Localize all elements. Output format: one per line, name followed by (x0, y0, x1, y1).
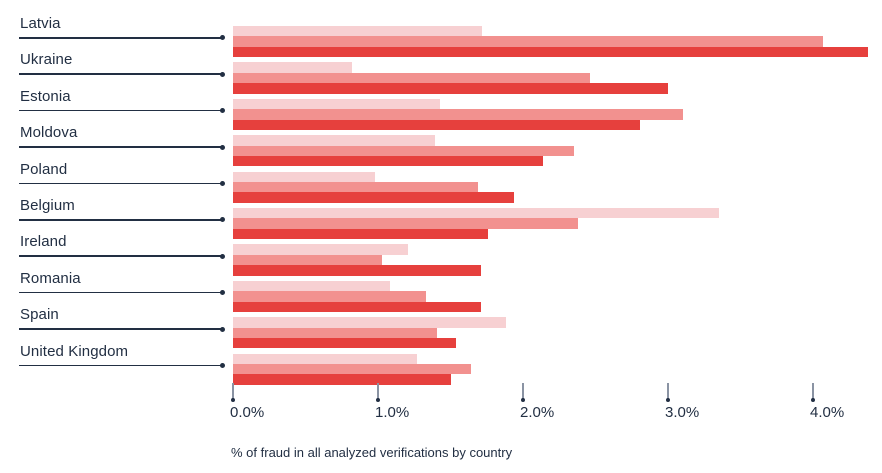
leader-line-dot (219, 35, 225, 41)
bar-series-3-dark (233, 83, 668, 94)
category-leader-line (19, 291, 223, 294)
axis-tick-label: 3.0% (665, 404, 700, 421)
bar-series-1-light (233, 26, 483, 37)
category-leader-line (19, 255, 223, 257)
leader-line-dot (219, 362, 225, 368)
leader-line-dot (219, 290, 225, 296)
category-leader-line (19, 146, 223, 148)
bar-series-3-dark (233, 119, 641, 130)
category-leader-line (19, 37, 223, 39)
bar-series-1-light (233, 171, 376, 182)
bar-series-1-light (233, 98, 441, 110)
bar-series-2-medium (233, 182, 479, 193)
category-label: Latvia (20, 15, 61, 32)
leader-line-dot (219, 108, 225, 114)
category-leader-line (19, 364, 223, 367)
axis-tick-stem (522, 383, 524, 399)
bar-series-2-medium (233, 327, 438, 338)
bar-series-1-light (233, 208, 719, 219)
axis-tick-label: 2.0% (520, 404, 555, 421)
category-label: Estonia (20, 87, 71, 105)
category-label: Spain (20, 306, 59, 324)
leader-line-dot (219, 253, 225, 259)
axis-tick-dot (520, 397, 526, 402)
axis-tick-stem (377, 383, 379, 399)
bar-series-1-light (233, 135, 435, 146)
leader-line-dot (219, 180, 225, 186)
bar-series-3-dark (233, 338, 457, 349)
bar-series-2-medium (233, 364, 471, 375)
category-label: Moldova (20, 124, 78, 142)
axis-tick-stem (667, 383, 669, 399)
leader-line-dot (219, 71, 225, 77)
category-label: United Kingdom (20, 342, 129, 360)
bar-series-2-medium (233, 36, 824, 47)
bar-series-1-light (233, 317, 506, 328)
bar-series-1-light (233, 353, 418, 364)
bar-series-3-dark (233, 46, 869, 58)
category-label: Ireland (20, 233, 67, 251)
bar-series-2-medium (233, 145, 574, 156)
axis-tick-stem (812, 383, 814, 399)
bar-series-2-medium (233, 72, 590, 84)
axis-tick-dot (375, 397, 381, 402)
category-leader-line (19, 219, 223, 221)
category-label: Belgium (20, 197, 75, 214)
bar-series-3-dark (233, 374, 451, 385)
category-label: Poland (20, 160, 68, 178)
category-leader-line (19, 328, 223, 330)
category-leader-line (19, 182, 223, 185)
bar-series-2-medium (233, 218, 579, 229)
axis-tick-stem (232, 383, 234, 399)
leader-line-dot (219, 217, 225, 223)
bar-series-1-light (233, 244, 409, 255)
bar-series-3-dark (233, 228, 489, 240)
category-leader-line (19, 73, 223, 75)
bar-series-2-medium (233, 254, 383, 266)
axis-tick-dot (665, 397, 671, 402)
bar-series-2-medium (233, 291, 426, 302)
bar-series-1-light (233, 62, 352, 73)
category-leader-line (19, 109, 223, 112)
axis-tick-label: 4.0% (810, 404, 845, 421)
bar-series-3-dark (233, 301, 481, 312)
axis-tick-dot (230, 397, 236, 402)
bar-series-3-dark (233, 192, 515, 203)
category-label: Romania (20, 269, 81, 287)
category-label: Ukraine (20, 51, 73, 69)
leader-line-dot (219, 144, 225, 150)
bar-series-3-dark (233, 156, 544, 167)
axis-tick-dot (810, 397, 816, 402)
bar-series-3-dark (233, 265, 481, 276)
axis-tick-label: 0.0% (230, 404, 265, 421)
bar-series-1-light (233, 280, 390, 292)
axis-caption: % of fraud in all analyzed verifications… (231, 445, 513, 460)
bar-series-2-medium (233, 109, 683, 120)
axis-tick-label: 1.0% (375, 404, 410, 421)
leader-line-dot (219, 326, 225, 332)
